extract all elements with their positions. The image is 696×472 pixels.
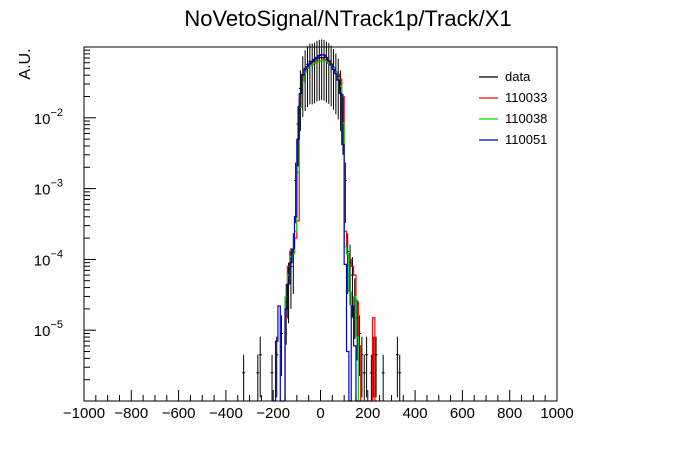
data-point <box>324 41 328 103</box>
data-point <box>258 336 262 398</box>
data-point <box>317 39 321 101</box>
data-point <box>329 45 333 107</box>
x-tick-label: 600 <box>450 405 475 422</box>
legend-label-110033: 110033 <box>505 90 547 105</box>
x-tick-label: 200 <box>355 405 380 422</box>
data-point <box>327 43 331 104</box>
x-tick-label: −1000 <box>63 405 105 422</box>
series-layer <box>242 39 402 402</box>
x-tick-label: −400 <box>209 405 243 422</box>
x-tick-label: 400 <box>403 405 428 422</box>
data-point <box>334 53 338 115</box>
y-tick-label: 10−5 <box>34 319 63 340</box>
legend: data 110033 110038 110051 <box>479 69 547 147</box>
plot-frame <box>83 46 558 402</box>
y-axis: 10−5 10−4 10−3 10−2 <box>34 49 96 402</box>
series-110033-line <box>284 59 378 402</box>
data-point <box>310 43 314 105</box>
series-110038-line <box>284 60 361 402</box>
x-tick-label: 800 <box>497 405 522 422</box>
data-point <box>395 336 399 398</box>
x-tick-label: −800 <box>114 405 148 422</box>
chart-title: NoVetoSignal/NTrack1p/Track/X1 <box>184 6 511 31</box>
x-tick-label: −600 <box>162 405 196 422</box>
data-point <box>332 49 336 110</box>
data-point <box>398 354 402 401</box>
data-point <box>256 354 260 401</box>
legend-label-110038: 110038 <box>505 111 547 126</box>
data-point <box>313 42 317 104</box>
data-point <box>322 39 326 101</box>
y-tick-label: 10−4 <box>34 248 63 269</box>
data-point <box>365 336 369 398</box>
x-tick-label: 0 <box>316 405 324 422</box>
data-point <box>315 40 319 102</box>
data-point <box>320 39 324 101</box>
y-tick-label: 10−2 <box>34 107 63 128</box>
data-point <box>305 46 309 107</box>
data-point <box>242 354 246 401</box>
data-point <box>362 354 366 401</box>
x-tick-label: 1000 <box>540 405 573 422</box>
legend-label-data: data <box>505 69 531 84</box>
data-point <box>270 354 274 401</box>
y-axis-label: A.U. <box>17 48 34 79</box>
legend-label-110051: 110051 <box>505 132 547 147</box>
x-tick-label: −200 <box>256 405 290 422</box>
data-point <box>381 354 385 401</box>
series-110051-line <box>273 54 361 402</box>
y-tick-label: 10−3 <box>34 178 63 199</box>
data-point <box>308 43 312 105</box>
x-axis: −1000 −800 −600 −400 −200 0 200 400 600 800 1000 <box>63 390 574 422</box>
